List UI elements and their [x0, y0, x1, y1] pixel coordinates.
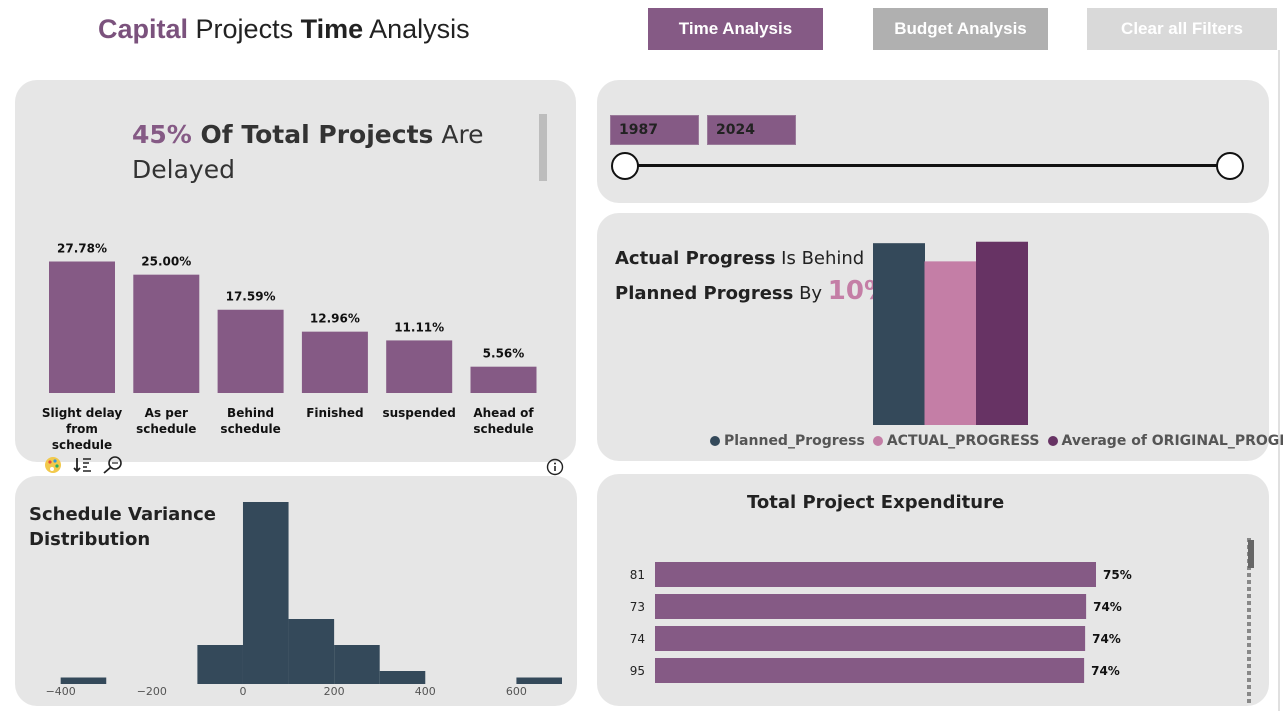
expenditure-scroll-thumb[interactable]: [1248, 540, 1254, 568]
clear-filters-button[interactable]: Clear all Filters: [1087, 8, 1277, 50]
year-end-input[interactable]: 2024: [707, 115, 796, 145]
progress-is-behind: Is Behind: [775, 248, 865, 269]
variance-title-line1: Schedule Variance: [29, 504, 216, 525]
time-analysis-button[interactable]: Time Analysis: [648, 8, 823, 50]
delayed-word: Delayed: [132, 155, 235, 184]
progress-headline: Actual Progress Is Behind Planned Progre…: [615, 242, 890, 310]
histogram-bar[interactable]: [197, 645, 243, 684]
histogram-bar[interactable]: [60, 677, 107, 685]
histogram-bar[interactable]: [334, 645, 380, 684]
variance-title: Schedule Variance Distribution: [29, 502, 216, 552]
status-bar[interactable]: [133, 274, 200, 393]
title-projects: Projects: [188, 14, 301, 44]
histogram-tick-label: −400: [46, 685, 76, 698]
search-icon[interactable]: [102, 455, 124, 479]
status-bar-value: 27.78%: [57, 242, 107, 256]
expenditure-category-label: 95: [630, 664, 645, 678]
legend-item[interactable]: ACTUAL_PROGRESS: [872, 433, 1040, 449]
histogram-tick-label: −200: [137, 685, 167, 698]
delayed-are: Are: [433, 120, 484, 149]
progress-planned: Planned Progress: [615, 283, 794, 304]
status-bar-value: 17.59%: [226, 290, 276, 304]
status-bar[interactable]: [49, 261, 115, 393]
delayed-pct: 45%: [132, 120, 192, 149]
expenditure-scrollbar[interactable]: [1247, 538, 1251, 704]
info-icon[interactable]: [546, 458, 564, 480]
expenditure-value-label: 75%: [1103, 568, 1132, 582]
status-bar-value: 11.11%: [394, 320, 444, 334]
status-bar[interactable]: [217, 309, 284, 393]
variance-title-line2: Distribution: [29, 529, 151, 550]
status-category-label: Ahead of schedule: [473, 406, 534, 436]
palette-icon[interactable]: [44, 456, 62, 478]
histogram-tick-label: 400: [415, 685, 436, 698]
expenditure-value-label: 74%: [1093, 600, 1122, 614]
variance-histogram: −400 −200 0 200 400 600: [46, 502, 562, 698]
expenditure-category-label: 73: [630, 600, 645, 614]
legend-dot-icon: [872, 436, 883, 446]
delayed-total-projects: Total Projects: [241, 120, 434, 149]
delayed-headline: 45% Of Total Projects Are Delayed: [132, 117, 532, 187]
status-bar-value: 25.00%: [141, 255, 191, 269]
status-category-label: As per schedule: [136, 406, 197, 436]
expenditure-value-label: 74%: [1092, 632, 1121, 646]
progress-bar[interactable]: [976, 241, 1028, 425]
status-bar-chart: 27.78% 25.00% 17.59% 12.96% 11.11% 5.56%: [49, 242, 537, 393]
legend-label: Planned_Progress: [724, 433, 865, 449]
expenditure-category-label: 81: [630, 568, 645, 582]
year-start-input[interactable]: 1987: [610, 115, 699, 145]
status-bar-value: 5.56%: [483, 347, 525, 361]
expenditure-bar[interactable]: [655, 658, 1085, 683]
year-slider-track[interactable]: [624, 164, 1230, 167]
expenditure-value-label: 74%: [1091, 664, 1120, 678]
status-category-label: suspended: [382, 406, 456, 420]
legend-dot-icon: [710, 436, 720, 446]
status-bar[interactable]: [470, 366, 537, 393]
expenditure-bar-chart: 81 75% 73 74% 74 74% 95 74%: [630, 562, 1132, 683]
progress-legend: Planned_Progress ACTUAL_PROGRESS Average o…: [710, 433, 1283, 449]
progress-bar[interactable]: [924, 261, 977, 425]
legend-item[interactable]: Planned_Progress: [710, 433, 865, 449]
histogram-tick-label: 0: [239, 685, 246, 698]
histogram-bar[interactable]: [242, 502, 289, 684]
expenditure-category-label: 74: [630, 632, 645, 646]
sort-icon[interactable]: [73, 456, 93, 478]
page-scrollbar[interactable]: [1278, 50, 1280, 711]
histogram-tick-label: 200: [324, 685, 345, 698]
title-capital: Capital: [98, 14, 189, 44]
histogram-bar[interactable]: [516, 677, 562, 685]
title-time: Time: [300, 14, 364, 44]
progress-bar[interactable]: [873, 243, 925, 425]
histogram-bar[interactable]: [379, 671, 426, 684]
expenditure-bar[interactable]: [655, 562, 1096, 587]
progress-by: By: [793, 283, 828, 304]
status-bar-value: 12.96%: [310, 312, 360, 326]
status-bar[interactable]: [301, 331, 368, 393]
page-title: Capital Projects Time Analysis: [98, 14, 470, 45]
status-bar[interactable]: [386, 340, 453, 393]
expenditure-bar[interactable]: [655, 626, 1086, 651]
progress-bar-chart: [873, 241, 1028, 425]
status-category-label: Finished: [306, 406, 364, 420]
headline-scrollbar[interactable]: [539, 114, 547, 181]
legend-label: ACTUAL_PROGRESS: [886, 433, 1040, 449]
histogram-bar[interactable]: [288, 619, 335, 684]
expenditure-bar[interactable]: [655, 594, 1087, 619]
legend-label: Average of ORIGINAL_PROGRESS: [1061, 433, 1283, 449]
progress-actual: Actual Progress: [615, 248, 776, 269]
budget-analysis-button[interactable]: Budget Analysis: [873, 8, 1048, 50]
title-analysis: Analysis: [363, 14, 470, 44]
legend-item[interactable]: Average of ORIGINAL_PROGRESS: [1047, 433, 1283, 449]
legend-dot-icon: [1047, 436, 1058, 446]
status-category-label: Slight delay from schedule: [41, 406, 123, 452]
year-slider-end-handle[interactable]: [1216, 152, 1244, 180]
expenditure-title: Total Project Expenditure: [747, 492, 1005, 513]
histogram-tick-label: 600: [506, 685, 527, 698]
status-category-label: Behind schedule: [220, 406, 281, 436]
year-slider-start-handle[interactable]: [611, 152, 639, 180]
delayed-of: Of: [191, 120, 242, 149]
